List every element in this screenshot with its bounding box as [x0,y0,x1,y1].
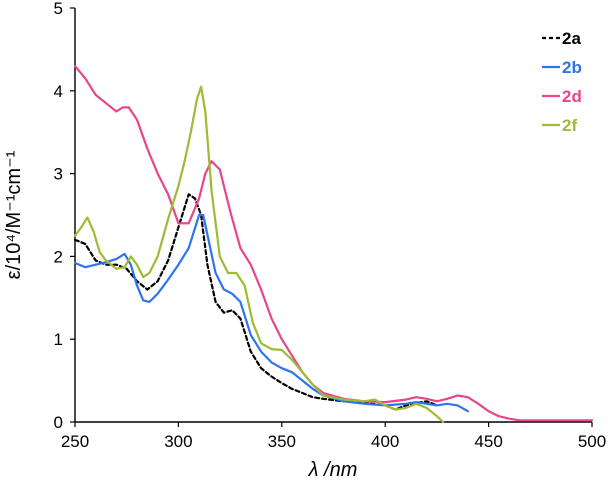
x-tick-label: 500 [578,432,606,451]
y-tick-label: 2 [54,247,63,266]
y-tick-label: 1 [54,330,63,349]
series-layer [73,64,594,424]
legend-label-2a: 2a [562,29,581,48]
legend-label-2f: 2f [562,116,577,135]
legend-label-2d: 2d [562,87,582,106]
x-tick-label: 300 [164,432,192,451]
y-tick-label: 0 [54,413,63,432]
y-axis-title: ε/10⁴/M⁻¹cm⁻¹ [3,150,25,279]
legend: 2a 2b 2d 2f [542,29,582,135]
axes-layer [74,8,592,423]
series-line-2a [73,193,438,411]
y-tick-label: 5 [54,0,63,18]
y-tick-label: 3 [54,165,63,184]
ticks-layer: 250 300 350 400 450 500 0 1 2 3 4 5 [54,0,607,451]
y-tick-label: 4 [54,82,63,101]
x-tick-label: 450 [474,432,502,451]
x-tick-label: 400 [371,432,399,451]
series-line-2d [73,64,594,422]
x-tick-label: 250 [61,432,89,451]
legend-label-2b: 2b [562,58,582,77]
series-line-2b [73,213,469,413]
x-axis-title: λ /nm [308,459,358,481]
x-tick-label: 350 [268,432,296,451]
series-line-2f [73,85,445,424]
